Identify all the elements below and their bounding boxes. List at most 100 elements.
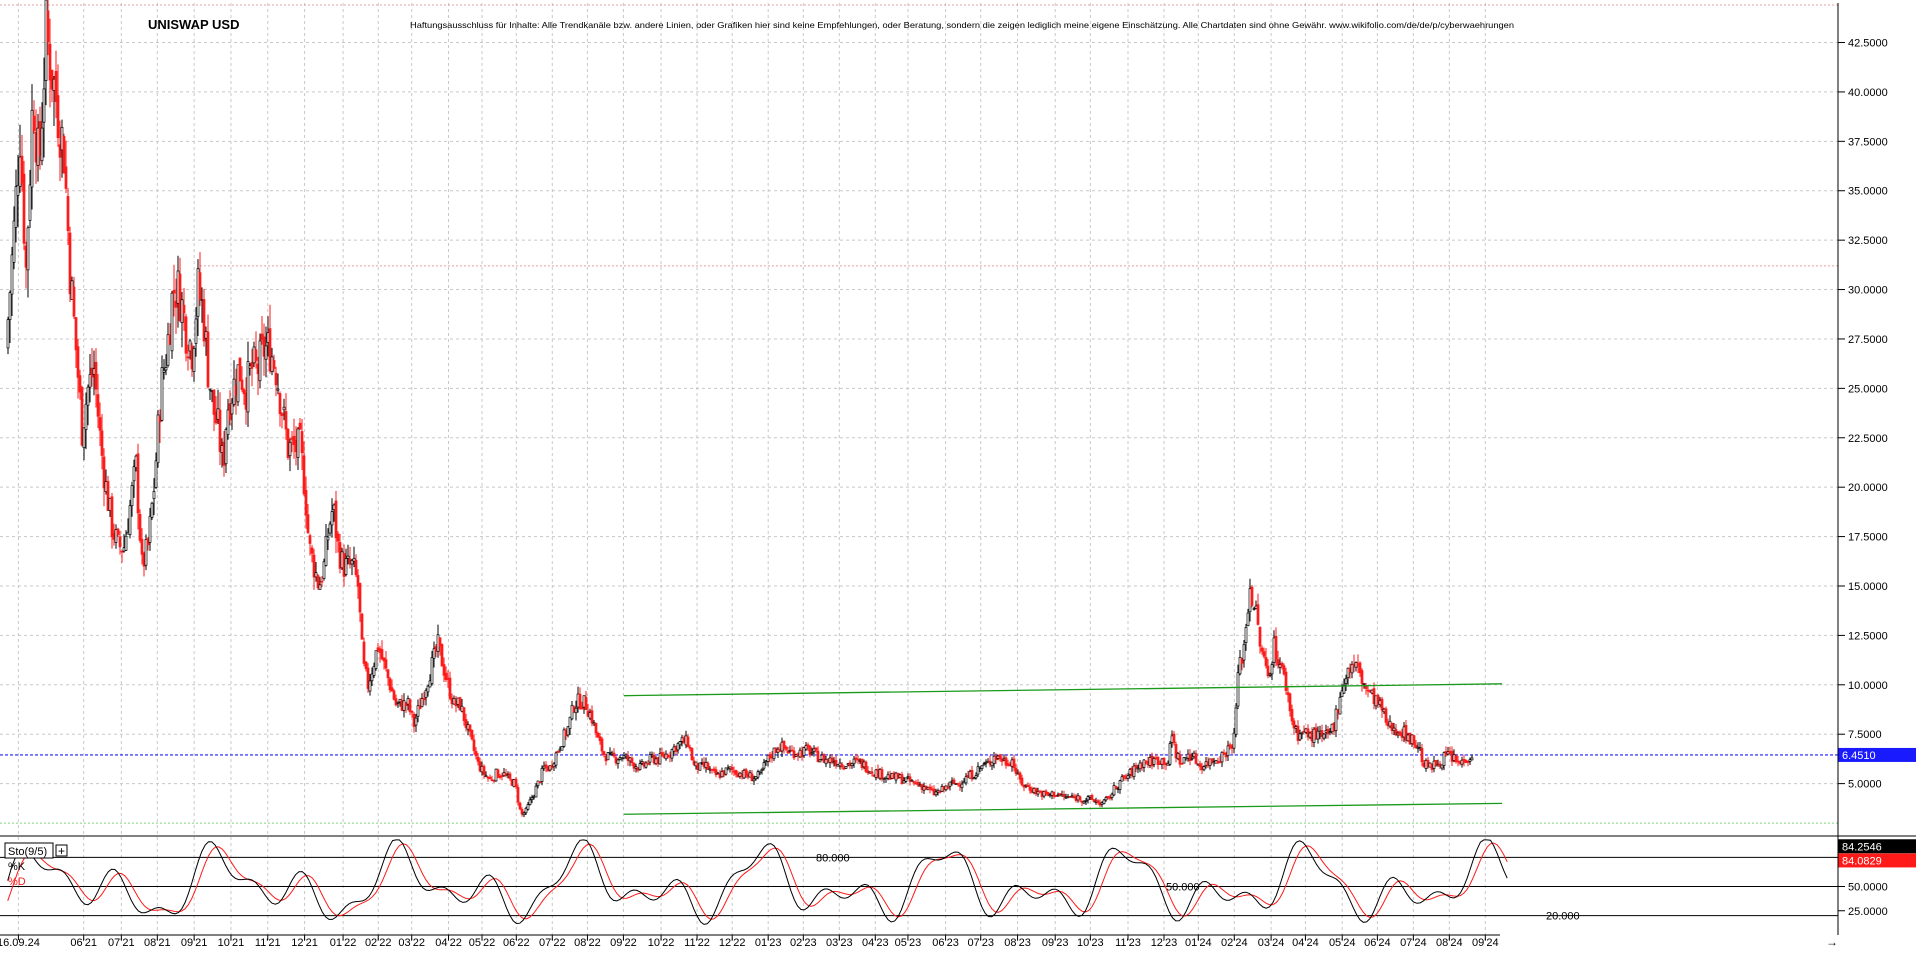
date-tick-label: 11'23 — [1115, 937, 1141, 948]
candle-body — [1226, 745, 1230, 756]
candle-body — [1280, 662, 1284, 667]
candle-body — [206, 331, 210, 388]
candle-body — [612, 752, 616, 757]
candle-body — [144, 539, 148, 566]
price-tick-label: 5.0000 — [1848, 779, 1882, 791]
candle-body — [426, 685, 430, 693]
candle-body — [536, 780, 540, 786]
candle-body — [156, 414, 160, 464]
date-tick-label: 10'22 — [648, 937, 675, 948]
candle-body — [380, 649, 384, 660]
candle-body — [64, 166, 68, 189]
candle-body — [106, 480, 110, 512]
candle-body — [1434, 759, 1438, 766]
stochastic-tick-label: 50.0000 — [1848, 882, 1888, 894]
candle-body — [166, 334, 170, 366]
candle-body — [1298, 733, 1302, 741]
date-tick-label: 10'23 — [1077, 937, 1104, 948]
candle-body — [394, 698, 398, 706]
candle-body — [1012, 758, 1016, 769]
candle-body — [1052, 791, 1056, 797]
candle-body — [390, 687, 394, 692]
candle-body — [1236, 672, 1240, 707]
date-tick-label: 12'23 — [1151, 937, 1178, 948]
candle-body — [540, 767, 544, 782]
candle-body — [648, 754, 652, 763]
candle-body — [804, 745, 808, 750]
candle-body — [908, 776, 912, 782]
candle-body — [424, 689, 428, 698]
candle-body — [1442, 752, 1446, 766]
candle-body — [1014, 767, 1018, 774]
candle-body — [974, 775, 978, 779]
candle-body — [100, 430, 104, 456]
date-tick-label: 01'22 — [330, 937, 357, 948]
current-price-badge — [1838, 747, 1916, 762]
lower-trend-line — [623, 802, 1503, 815]
candle-body — [268, 328, 272, 372]
candle-body — [844, 766, 848, 769]
candle-body — [1240, 657, 1244, 664]
candle-body — [1266, 665, 1270, 677]
candle-body — [12, 220, 16, 263]
candle-body — [880, 769, 884, 780]
candle-body — [78, 375, 82, 393]
candle-body — [250, 361, 254, 369]
date-tick-label: 03'23 — [826, 937, 853, 948]
candle-body — [1246, 612, 1250, 627]
candle-body — [762, 762, 766, 769]
candle-body — [1190, 757, 1194, 760]
candle-body — [344, 558, 348, 575]
candle-body — [314, 572, 318, 578]
candle-body — [910, 779, 914, 782]
date-tick-label: 02'24 — [1221, 937, 1248, 948]
candle-body — [756, 771, 760, 778]
candle-body — [192, 348, 196, 372]
candle-body — [316, 575, 320, 588]
candle-body — [444, 672, 448, 681]
candle-body — [1232, 732, 1236, 749]
candle-body — [1046, 791, 1050, 796]
candle-body — [1208, 758, 1212, 766]
candle-body — [346, 555, 350, 559]
candle-body — [230, 402, 234, 415]
candle-body — [276, 388, 280, 391]
candle-body — [1292, 720, 1296, 729]
candle-body — [1108, 796, 1112, 799]
candle-body — [1090, 795, 1094, 801]
date-axis: 16.09.24 06'21 07'21 08'21 09'21 10'21 11'21 12… — [0, 934, 1838, 949]
candle-body — [48, 43, 52, 81]
candle-body — [114, 529, 118, 543]
candle-body — [750, 773, 754, 782]
candle-body — [640, 761, 644, 764]
candle-body — [312, 554, 316, 578]
candle-body — [1118, 780, 1122, 790]
price-tick-label: 22.5000 — [1848, 433, 1888, 445]
candle-body — [464, 719, 468, 728]
candle-body — [524, 807, 528, 814]
candle-body — [414, 717, 418, 726]
date-tick-label: 09'22 — [610, 937, 637, 948]
date-tick-label: 04'24 — [1292, 937, 1319, 948]
candle-body — [418, 705, 422, 710]
candle-body — [1274, 635, 1278, 660]
candle-body — [86, 386, 90, 406]
candle-body — [584, 696, 588, 711]
candle-body — [368, 680, 372, 692]
candle-body — [470, 729, 474, 740]
candle-body — [1234, 707, 1238, 735]
candle-body — [1328, 731, 1332, 733]
price-tick-label: 30.0000 — [1848, 285, 1888, 297]
candle-body — [946, 786, 950, 789]
candle-body — [752, 778, 756, 782]
candle-body — [772, 747, 776, 760]
date-tick-label: 02'23 — [790, 937, 817, 948]
candle-body — [538, 781, 542, 784]
price-tick-label: 25.0000 — [1848, 383, 1888, 395]
candle-body — [816, 750, 820, 763]
expand-indicator-button[interactable] — [55, 844, 68, 857]
candle-body — [1270, 664, 1274, 675]
candle-body — [1210, 758, 1214, 762]
candle-body — [160, 367, 164, 421]
